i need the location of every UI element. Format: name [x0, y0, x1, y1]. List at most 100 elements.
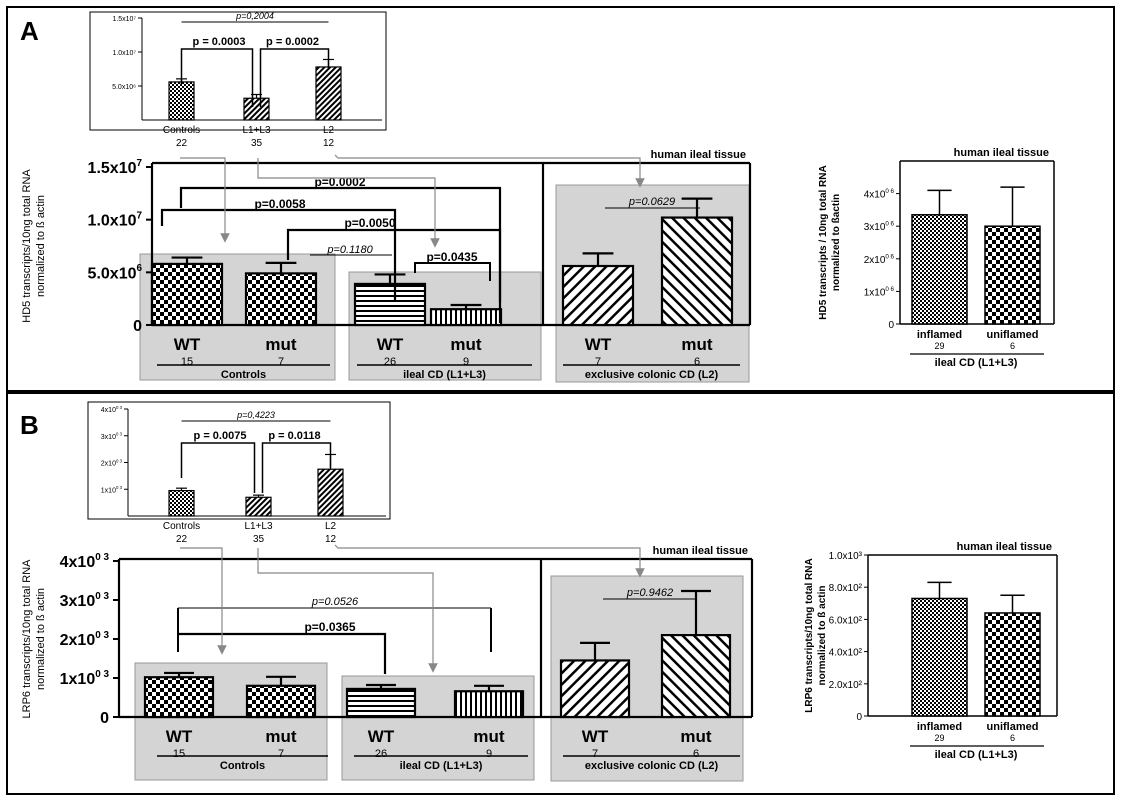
panel_a-right-tissue-label: human ileal tissue — [954, 147, 1049, 159]
panel_b-main-count: 26 — [375, 748, 387, 760]
panel_b-main-5-bar — [660, 633, 732, 719]
panel_b-bracket-0365 — [178, 632, 387, 674]
panel_b-right-ytick-label: 8.0x10² — [829, 583, 863, 594]
panel_a-inset-count: 12 — [323, 138, 335, 149]
panel_a-main-bar-label: mut — [265, 335, 297, 354]
panel_b-main-bar-label: mut — [265, 727, 297, 746]
panel_a-inset-2-bar — [315, 66, 342, 121]
panel_b-main-ytick-label: 3x100 3 — [60, 591, 110, 610]
panel_a-inset-p-right: p = 0.0002 — [266, 36, 319, 48]
panel_a-right-count: 29 — [934, 341, 944, 351]
panel_b-right-0-bar — [911, 597, 968, 717]
panel_b-inset-0-bar — [168, 489, 195, 517]
panel_b-group-label: exclusive colonic CD (L2) — [585, 760, 719, 772]
panel_a-right-ytick-label: 0 — [888, 320, 894, 331]
panel_b-p-0365: p=0.0365 — [304, 620, 355, 634]
panel_b-main-2-bar — [345, 687, 417, 719]
panel_a-main-1-bar — [244, 272, 318, 327]
panel_a-inset-bracket-left — [180, 48, 254, 107]
panel_b-main-ylabel: LRP6 transcripts/10ng total RNA — [21, 559, 33, 719]
panel_b-main-count: 7 — [278, 748, 284, 760]
panel_b-arrow-controls — [180, 547, 227, 655]
panel_a-main-5-bar — [660, 216, 734, 327]
panel_a-group-label: ileal CD (L1+L3) — [403, 369, 486, 381]
panel_a-arrow-controls — [180, 157, 230, 243]
panel_b-inset-1-bar — [245, 496, 272, 517]
panel_a-bracket-0050 — [286, 228, 502, 302]
panel_b-p-9462: p=0.9462 — [626, 587, 673, 599]
panel_b-inset-count: 12 — [325, 534, 337, 545]
panel_a-p-0058: p=0.0058 — [254, 197, 305, 211]
panel_a-main-bar-label: mut — [450, 335, 482, 354]
panel_a-main-bar-label: WT — [377, 335, 404, 354]
panel_a-group-label: exclusive colonic CD (L2) — [585, 369, 719, 381]
panel_b-main-count: 9 — [486, 748, 492, 760]
panel_a-inset-1-bar — [243, 97, 270, 121]
panel_a-inset-category: L2 — [323, 125, 335, 136]
panel_b-p-0526: p=0.0526 — [311, 596, 359, 608]
panel_a-main-bar-label: WT — [585, 335, 612, 354]
panel-b-frame — [6, 392, 1115, 795]
panel_a-p-0050: p=0.0050 — [344, 216, 395, 230]
panel_a-main-count: 26 — [384, 356, 396, 368]
panel_b-right-tissue-label: human ileal tissue — [957, 541, 1052, 553]
panel_b-inset-bracket-right — [261, 442, 332, 493]
panel_a-inset-p-left: p = 0.0003 — [193, 36, 246, 48]
panel_a-main-0-bar — [150, 262, 224, 327]
panel_b-main-ytick-label: 4x100 3 — [60, 552, 110, 571]
panel-a-frame — [6, 6, 1115, 392]
panel_a-right-ytick-label: 1x100 6 — [864, 286, 895, 299]
panel_b-right-ylabel: normalized to ß actin — [817, 585, 828, 685]
panel_a-main-bar-label: WT — [174, 335, 201, 354]
panel_a-right-ylabel: HD5 transcripts / 10ng total RNA — [818, 165, 829, 319]
panel_b-main-ylabel: normalized to ß actin — [35, 588, 47, 690]
panel_a-p-0002: p=0.0002 — [314, 175, 365, 189]
panel_a-p-1180: p=0.1180 — [326, 244, 373, 256]
panel_b-inset-2-bar — [317, 468, 344, 517]
panel_a-right-group-label: ileal CD (L1+L3) — [935, 357, 1018, 369]
panel_a-inset-category: L1+L3 — [242, 125, 271, 136]
panel_b-main-count: 7 — [592, 748, 598, 760]
panel_a-arrow-l1l3 — [257, 158, 440, 248]
panel_a-main-bar-label: mut — [681, 335, 713, 354]
panel_a-inset-category: Controls — [163, 125, 200, 136]
panel_b-right-category: inflamed — [917, 721, 962, 733]
panel_a-right-1-bar — [984, 225, 1041, 325]
panel_a-inset-0-bar — [168, 81, 195, 121]
panel_b-main-4-bar — [559, 659, 631, 719]
panel_a-main-ytick-label: 1.0x107 — [88, 210, 143, 229]
panel_b-main-tissue-label: human ileal tissue — [653, 545, 748, 557]
panel_b-right-group-label: ileal CD (L1+L3) — [935, 749, 1018, 761]
panel_a-inset-count: 22 — [176, 138, 188, 149]
panel_a-right-ytick-label: 4x100 6 — [864, 188, 895, 201]
panel_b-inset-p-left: p = 0.0075 — [194, 430, 247, 442]
panel_b-right-ytick-label: 2.0x10² — [829, 680, 863, 691]
panel_a-arrow-l2 — [334, 154, 645, 188]
panel_a-main-ylabel: HD5 transcripts/10ng total RNA — [21, 169, 33, 323]
panel_b-inset-ytick-label: 2x100 3 — [101, 458, 123, 467]
panel_a-main-ytick-label: 0 — [133, 318, 142, 335]
panel_b-inset-p-right: p = 0.0118 — [268, 430, 320, 442]
panel_a-inset-count: 35 — [251, 138, 263, 149]
panel_b-main-0-bar — [143, 676, 215, 719]
panel_b-inset-ytick-label: 3x100 3 — [101, 432, 123, 441]
panel_a-main-3-bar — [429, 308, 503, 327]
panel_b-inset-count: 35 — [253, 534, 265, 545]
panel_a-main-2-bar — [353, 282, 427, 327]
panel_a-p-0435: p=0.0435 — [426, 250, 477, 264]
panel_b-main-bar-label: mut — [473, 727, 505, 746]
panel_b-main-count: 15 — [173, 748, 185, 760]
panel_b-main-1-bar — [245, 684, 317, 719]
panel_a-main-4-bar — [561, 264, 635, 327]
panel_b-arrow-l1l3 — [257, 548, 438, 673]
panel_b-main-bar-label: WT — [166, 727, 193, 746]
panel_b-group-label: ileal CD (L1+L3) — [400, 760, 483, 772]
panel_a-main-ytick-label: 1.5x107 — [88, 158, 143, 177]
panel_a-inset-ytick-label: 1.5x10⁷ — [112, 16, 136, 23]
panel_b-right-ylabel: LRP6 transcripts/10ng total RNA — [804, 558, 815, 712]
panel_b-inset-ytick-label: 1x100 3 — [101, 485, 123, 494]
panel_a-main-ytick-label: 5.0x106 — [88, 263, 143, 282]
panel_a-right-category: inflamed — [917, 329, 962, 341]
panel_a-inset-bracket-right — [259, 48, 330, 107]
